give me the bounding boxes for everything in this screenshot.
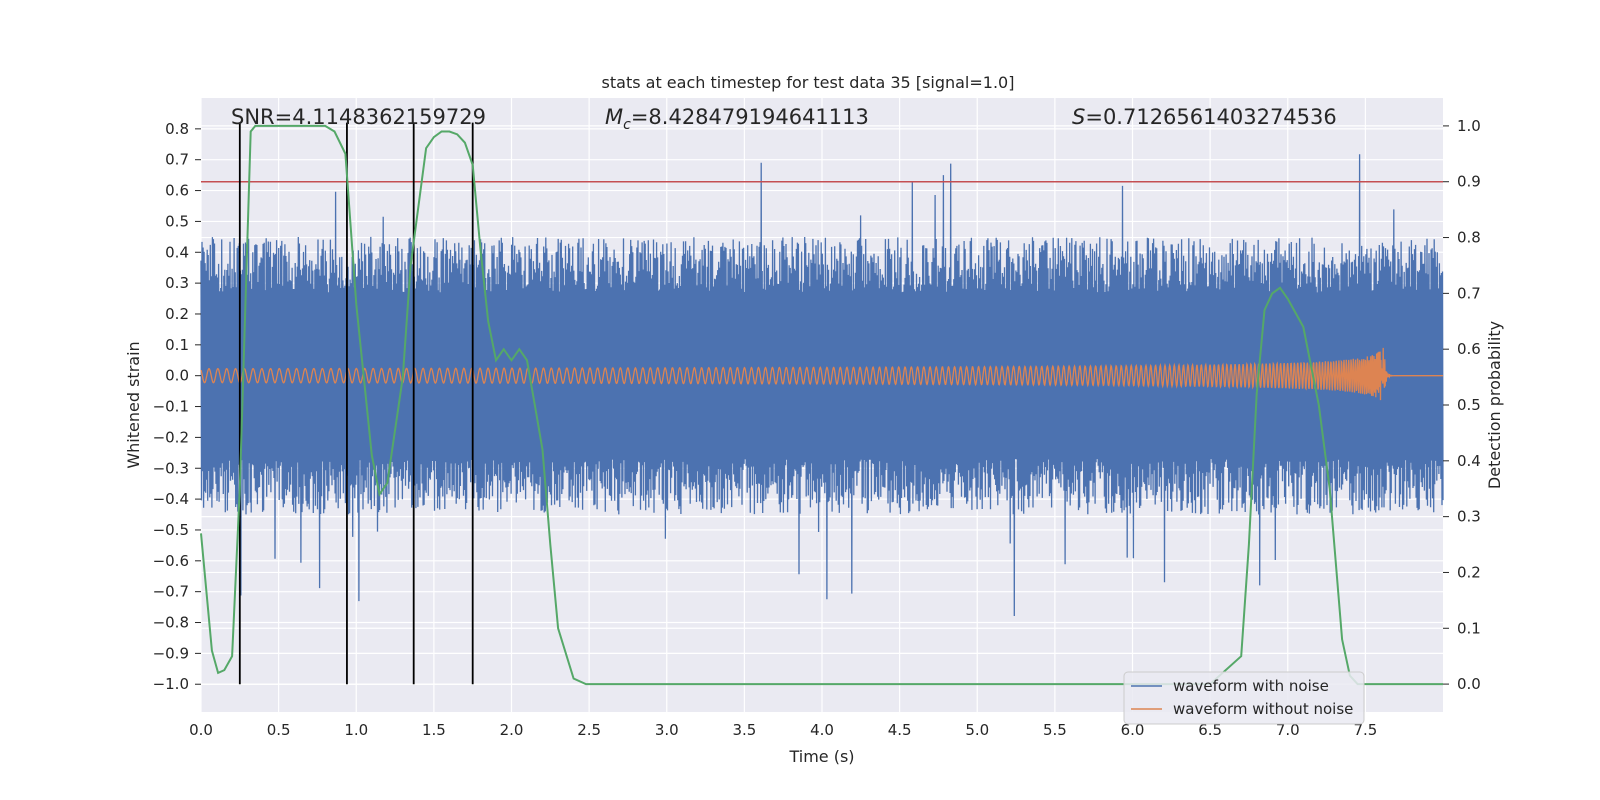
y-tick-label: 0.3 <box>165 274 189 292</box>
y2-tick-label: 0.2 <box>1457 563 1481 581</box>
y-tick-label: −0.5 <box>153 521 189 539</box>
x-tick-label: 5.5 <box>1043 721 1067 739</box>
waveform-with-noise-series <box>200 154 1444 617</box>
y-tick-label: 0.5 <box>165 212 189 230</box>
y2-tick-label: 0.7 <box>1457 284 1481 302</box>
y-tick-label: 0.6 <box>165 182 189 200</box>
detection-probability-series <box>200 124 1443 686</box>
probability-trace <box>200 124 1443 686</box>
mc-subscript: c <box>623 117 631 133</box>
y-tick-label: −0.2 <box>153 428 189 446</box>
snr-value: =4.1148362159729 <box>275 105 486 129</box>
y2-tick-label: 0.8 <box>1457 229 1481 247</box>
x-axis-ticks: 0.0 0.5 1.0 1.5 2.0 2.5 3.0 3.5 4.0 4.5 5.0 5.5 6.0 6… <box>189 721 1377 739</box>
x-tick-label: 2.5 <box>577 721 601 739</box>
x-tick-label: 6.5 <box>1198 721 1222 739</box>
mc-value: =8.428479194641113 <box>631 105 869 129</box>
snr-annotation: SNR=4.1148362159729 <box>231 105 486 129</box>
y-tick-label: −0.9 <box>153 644 189 662</box>
y2-tick-label: 1.0 <box>1457 117 1481 135</box>
y-tick-label: 0.8 <box>165 120 189 138</box>
y-tick-label: −0.6 <box>153 552 189 570</box>
y2-tick-label: 0.6 <box>1457 340 1481 358</box>
y2-tick-label: 0.0 <box>1457 675 1481 693</box>
y-axis-ticks: 0.8 0.7 0.6 0.5 0.4 0.3 0.2 0.1 0.0 −0.1 −0.2 −0.3 −… <box>153 120 201 693</box>
x-tick-label: 6.0 <box>1121 721 1145 739</box>
legend-label-noise: waveform with noise <box>1173 677 1329 695</box>
x-tick-label: 4.0 <box>810 721 834 739</box>
x-tick-label: 7.5 <box>1353 721 1377 739</box>
legend-box <box>1123 671 1365 725</box>
mc-annotation: Mc=8.428479194641113 <box>605 105 869 133</box>
snr-label: SNR <box>231 105 275 129</box>
y-axis-label: Whitened strain <box>124 341 143 468</box>
x-tick-label: 1.0 <box>344 721 368 739</box>
x-tick-label: 0.5 <box>267 721 291 739</box>
y-tick-label: −0.8 <box>153 614 189 632</box>
legend-label-clean: waveform without noise <box>1173 700 1353 718</box>
y-tick-label: 0.1 <box>165 336 189 354</box>
vertical-markers <box>238 122 474 685</box>
clean-trace <box>200 347 1443 401</box>
s-label: S <box>1072 105 1085 129</box>
y-tick-label: −1.0 <box>153 675 189 693</box>
x-tick-label: 0.0 <box>189 721 213 739</box>
y2-tick-label: 0.5 <box>1457 396 1481 414</box>
chart-title: stats at each timestep for test data 35 … <box>602 73 1015 92</box>
y-tick-label: −0.7 <box>153 583 189 601</box>
y2-axis-ticks: 1.0 0.9 0.8 0.7 0.6 0.5 0.4 0.3 0.2 0.1 0.0 <box>1443 117 1481 693</box>
y2-tick-label: 0.9 <box>1457 173 1481 191</box>
y-tick-label: 0.2 <box>165 305 189 323</box>
x-tick-label: 3.5 <box>732 721 756 739</box>
y-tick-label: −0.4 <box>153 490 189 508</box>
y2-tick-label: 0.1 <box>1457 619 1481 637</box>
waveform-without-noise-series <box>200 347 1443 401</box>
y2-axis-label: Detection probability <box>1485 321 1504 489</box>
x-tick-label: 7.0 <box>1276 721 1300 739</box>
y2-tick-label: 0.3 <box>1457 508 1481 526</box>
x-tick-label: 4.5 <box>888 721 912 739</box>
y-tick-label: 0.7 <box>165 151 189 169</box>
y2-tick-label: 0.4 <box>1457 452 1481 470</box>
y-tick-label: −0.1 <box>153 398 189 416</box>
y-tick-label: 0.0 <box>165 367 189 385</box>
x-tick-label: 1.5 <box>422 721 446 739</box>
x-axis-label: Time (s) <box>788 747 854 766</box>
y-tick-label: −0.3 <box>153 459 189 477</box>
mc-label: M <box>605 105 623 129</box>
x-tick-label: 5.0 <box>965 721 989 739</box>
x-tick-label: 3.0 <box>655 721 679 739</box>
legend: waveform with noise waveform without noi… <box>1123 671 1365 725</box>
noise-trace <box>200 154 1444 617</box>
s-annotation: S=0.7126561403274536 <box>1072 105 1337 129</box>
x-tick-label: 2.0 <box>500 721 524 739</box>
y-tick-label: 0.4 <box>165 243 189 261</box>
s-value: =0.7126561403274536 <box>1085 105 1336 129</box>
